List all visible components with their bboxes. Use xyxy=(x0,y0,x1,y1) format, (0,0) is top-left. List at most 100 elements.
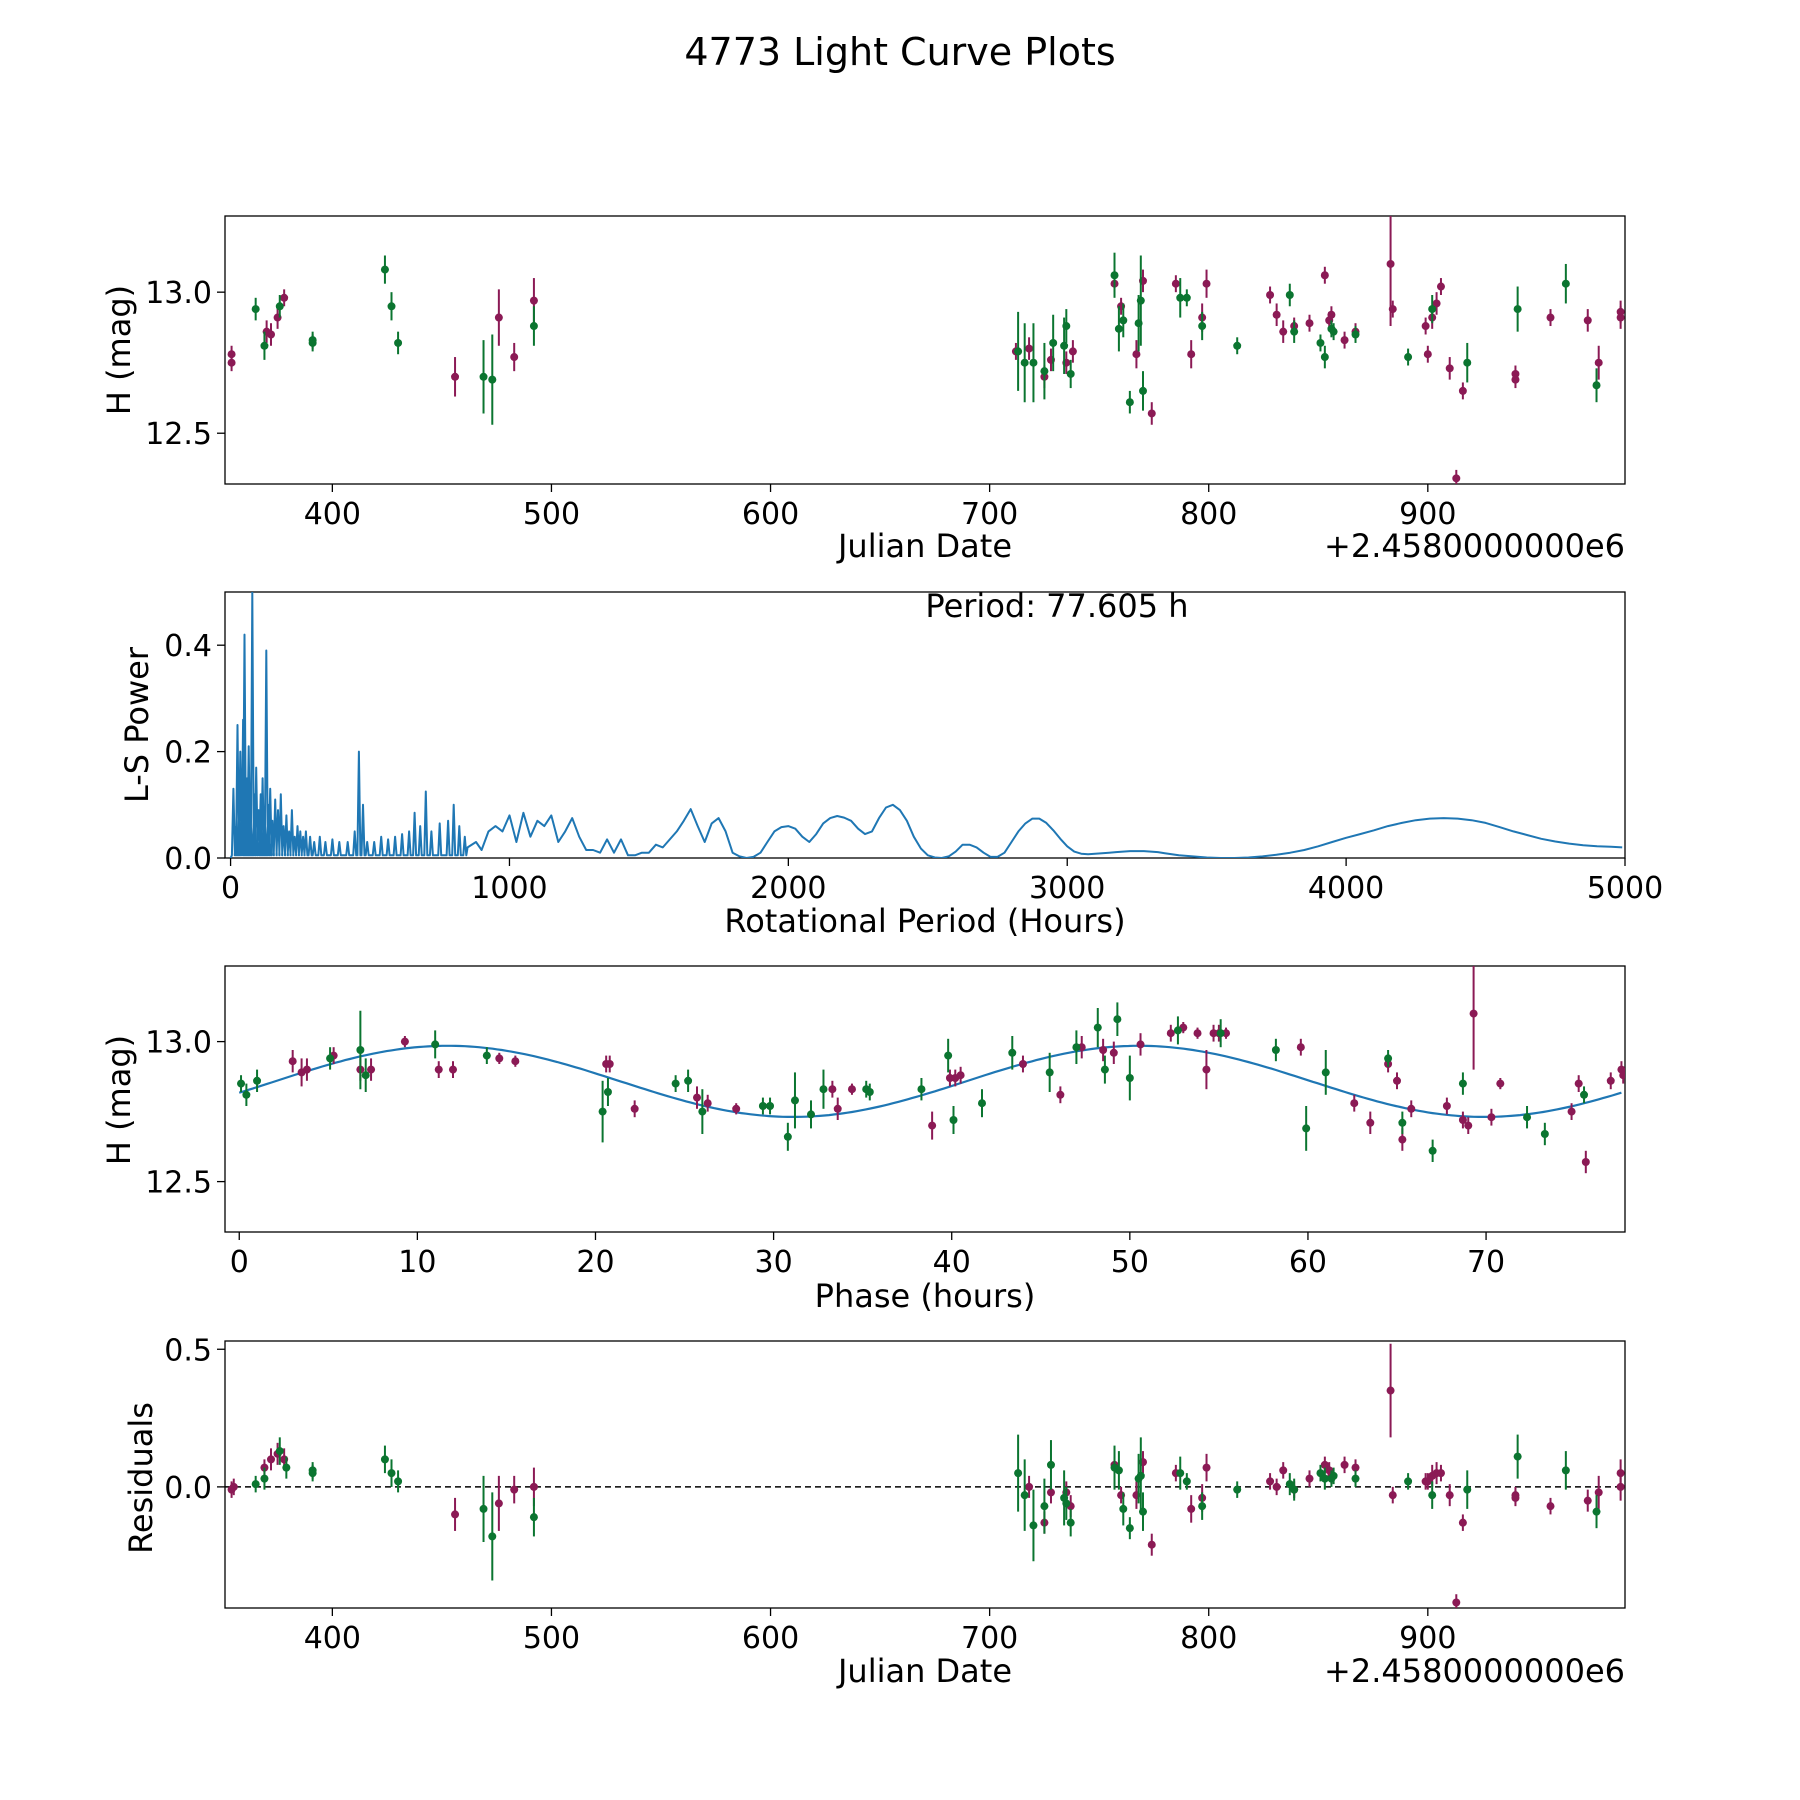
filter-a-point xyxy=(1583,316,1592,325)
filter-b-point xyxy=(1540,1130,1549,1138)
filter-a-point xyxy=(400,1037,409,1046)
filter-a-point xyxy=(1388,1491,1397,1500)
filter-b-point xyxy=(1020,1491,1029,1500)
filter-a-point xyxy=(1366,1118,1375,1127)
filter-b-point xyxy=(1040,367,1049,376)
lightcurve-offset-text: +2.4580000000e6 xyxy=(1324,527,1625,565)
filter-a-point xyxy=(529,296,538,305)
filter-a-point xyxy=(1340,336,1349,345)
ls-power-line xyxy=(229,592,1623,858)
filter-a-point xyxy=(1386,259,1395,268)
periodogram-xtick-label: 3000 xyxy=(1029,871,1105,906)
filter-a-point xyxy=(511,1057,520,1066)
filter-a-point xyxy=(495,1054,504,1063)
filter-b-point xyxy=(1285,290,1294,299)
filter-b-point xyxy=(1062,1499,1071,1508)
filter-a-point xyxy=(1350,1099,1359,1108)
phased-panel: 0 10 20 30 40 50 60 70 12.5 13.0 Phase (hours) H … xyxy=(100,965,1626,1315)
filter-a-point xyxy=(703,1099,712,1108)
filter-a-point xyxy=(494,1499,503,1508)
filter-b-point xyxy=(1138,386,1147,395)
periodogram-ticks: 0 1000 2000 3000 4000 5000 0.0 0.2 0.4 xyxy=(164,629,1663,906)
filter-a-point xyxy=(1511,375,1520,384)
residuals-axes-frame xyxy=(224,1340,1626,1609)
filter-a-point xyxy=(1272,1482,1281,1491)
filter-b-point xyxy=(949,1116,958,1124)
filter-b-point xyxy=(758,1102,767,1110)
periodogram-ytick-label: 0.0 xyxy=(164,842,212,877)
filter-a-point xyxy=(1432,299,1441,308)
filter-b-point xyxy=(326,1054,335,1063)
filter-a-point xyxy=(1147,1540,1156,1549)
filter-b-point xyxy=(253,1076,262,1085)
filter-a-point xyxy=(1583,1496,1592,1505)
residuals-xtick-label: 600 xyxy=(742,1621,799,1656)
filter-b-point xyxy=(1066,369,1075,378)
filter-b-point xyxy=(1125,1074,1134,1082)
filter-b-point xyxy=(260,341,269,350)
filter-a-point xyxy=(1458,386,1467,395)
filter-b-point xyxy=(684,1076,693,1085)
filter-b-point xyxy=(387,302,396,311)
filter-b-point xyxy=(1561,279,1570,288)
filter-a-point xyxy=(1452,1598,1461,1607)
phased-xtick-label: 30 xyxy=(755,1245,793,1280)
filter-b-point xyxy=(598,1107,607,1116)
filter-a-point xyxy=(1616,1482,1625,1491)
lightcurve-panel: 400 500 600 700 800 900 12.5 13.0 Julian Date +… xyxy=(100,215,1626,565)
filter-a-point xyxy=(1496,1079,1505,1088)
filter-b-point xyxy=(1046,1460,1055,1469)
filter-a-point xyxy=(1202,279,1211,288)
filter-b-point xyxy=(251,1480,260,1489)
period-annotation: Period: 77.605 h xyxy=(925,587,1188,625)
filter-b-point xyxy=(603,1088,612,1096)
periodogram-xtick-label: 0 xyxy=(221,871,240,906)
filter-b-point xyxy=(479,1504,488,1513)
filter-b-point xyxy=(1110,271,1119,280)
filter-b-point xyxy=(1321,1068,1330,1077)
filter-a-point xyxy=(1594,358,1603,367)
lightcurve-axes-frame xyxy=(224,215,1626,485)
residuals-xtick-label: 700 xyxy=(961,1621,1018,1656)
filter-a-point xyxy=(1320,271,1329,280)
periodogram-ylabel: L-S Power xyxy=(118,646,156,803)
filter-a-point xyxy=(451,1510,460,1519)
filter-b-point xyxy=(1114,324,1123,333)
filter-a-point xyxy=(1340,1460,1349,1469)
filter-b-point xyxy=(1290,1485,1299,1494)
filter-a-point xyxy=(1546,1502,1555,1511)
filter-b-point xyxy=(1029,1521,1038,1530)
filter-b-point xyxy=(1513,305,1522,314)
periodogram-axes-frame xyxy=(224,591,1626,859)
filter-b-point xyxy=(1384,1054,1393,1063)
filter-b-point xyxy=(1463,1485,1472,1494)
filter-b-point xyxy=(1136,296,1145,305)
filter-a-point xyxy=(288,1057,297,1066)
filter-a-point xyxy=(1266,1477,1275,1486)
filter-a-point xyxy=(1407,1104,1416,1113)
filter-a-point xyxy=(847,1085,856,1094)
filter-a-point xyxy=(1452,474,1461,483)
filter-a-point xyxy=(267,330,276,339)
filter-a-point xyxy=(1025,344,1034,353)
filter-a-point xyxy=(1567,1107,1576,1116)
filter-b-point xyxy=(1285,1480,1294,1489)
periodogram-ytick-label: 0.2 xyxy=(164,736,212,771)
filter-b-point xyxy=(394,1477,403,1486)
filter-b-point xyxy=(1119,316,1128,325)
phased-ylabel: H (mag) xyxy=(100,1035,138,1165)
filter-b-point xyxy=(1592,1507,1601,1516)
residuals-xtick-label: 500 xyxy=(523,1621,580,1656)
filter-a-point xyxy=(448,1065,457,1074)
filter-a-point xyxy=(1393,1076,1402,1085)
filter-a-point xyxy=(1511,1493,1520,1502)
filter-b-point xyxy=(1561,1466,1570,1475)
filter-b-point xyxy=(807,1110,816,1119)
filter-b-point xyxy=(1428,1146,1437,1155)
filter-a-point xyxy=(1279,1466,1288,1475)
filter-a-point xyxy=(434,1065,443,1074)
residuals-xtick-label: 900 xyxy=(1399,1621,1456,1656)
filter-a-point xyxy=(1546,313,1555,322)
periodogram-marks xyxy=(229,592,1623,858)
filter-b-point xyxy=(1114,1466,1123,1475)
